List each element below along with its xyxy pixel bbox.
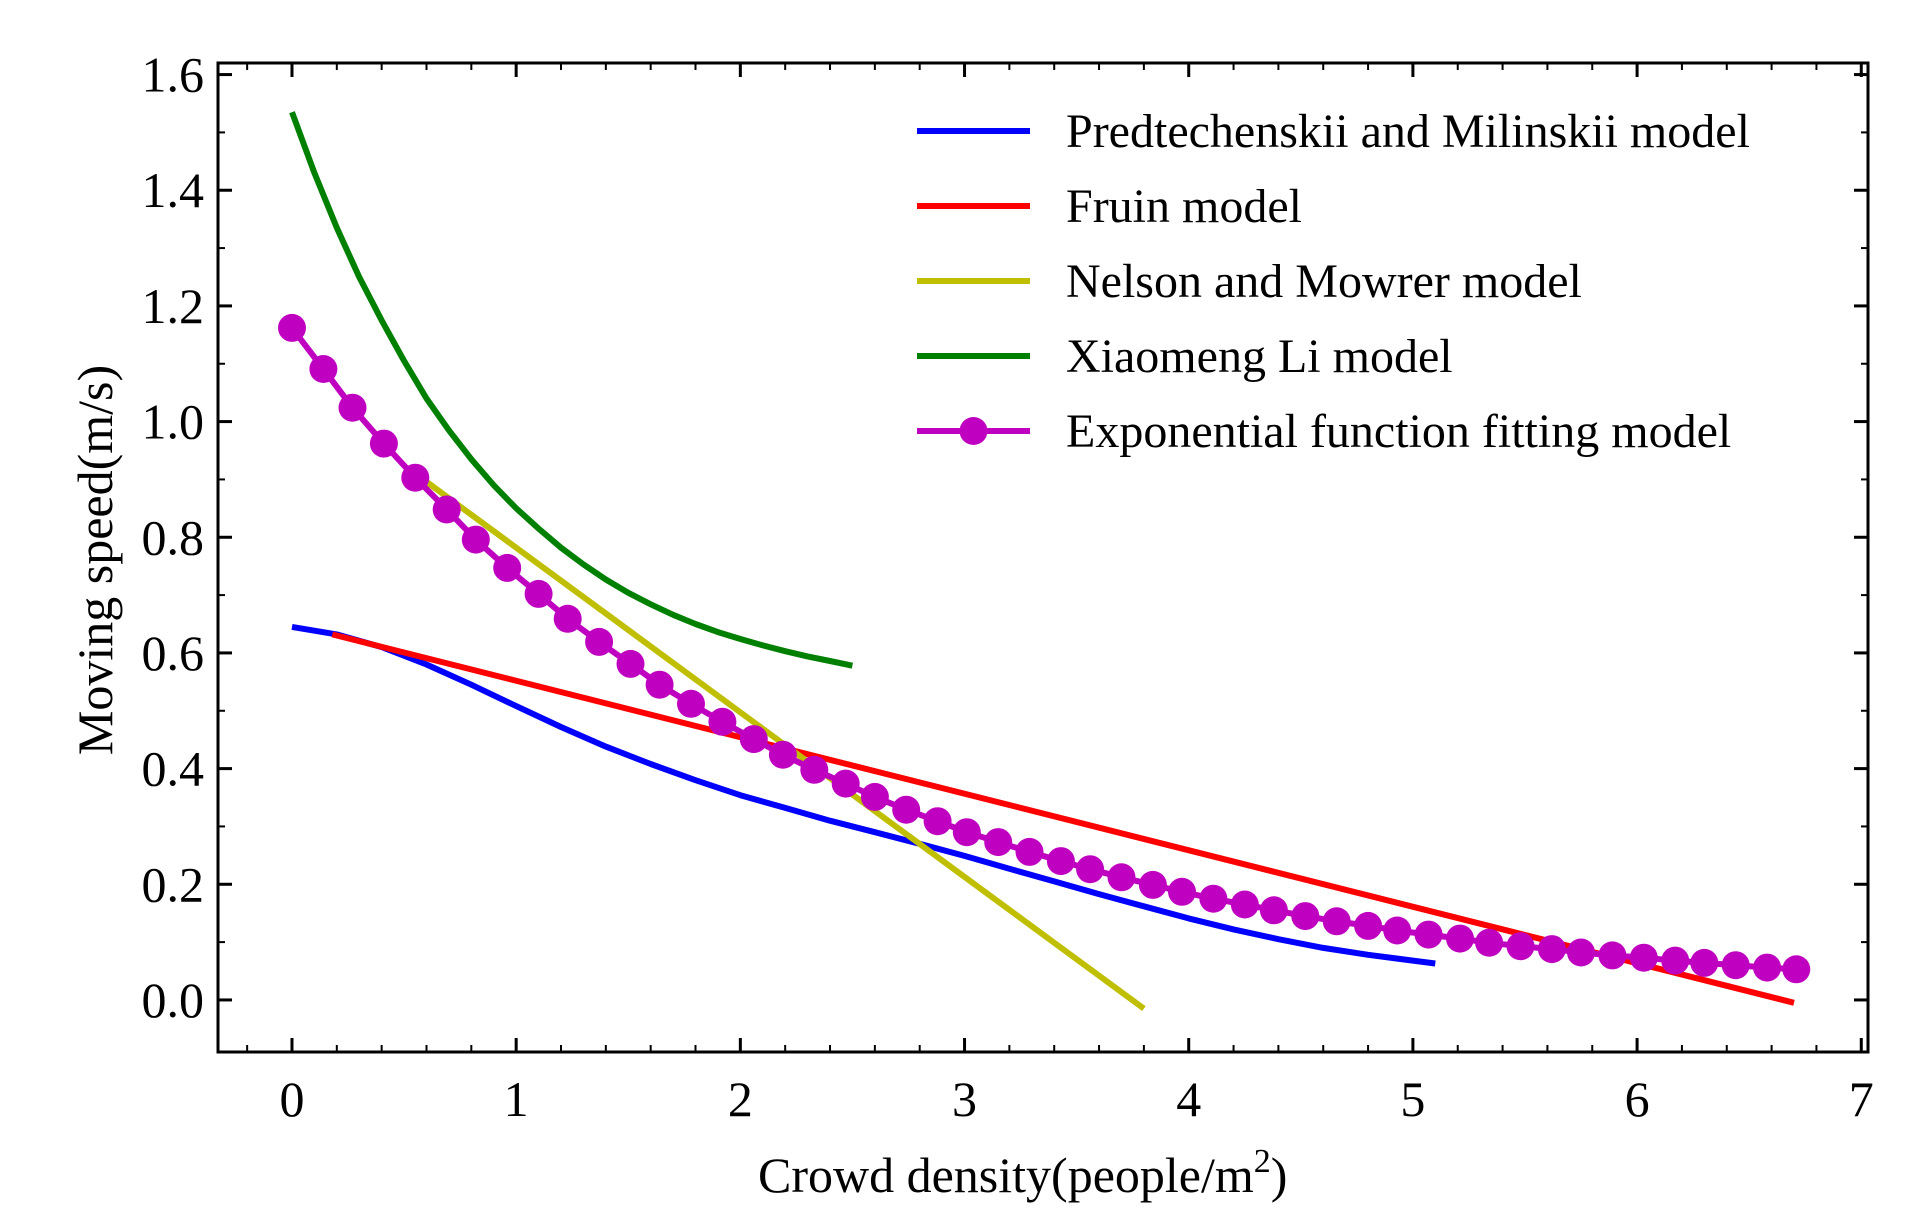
legend-label: Nelson and Mowrer model [1066,255,1582,308]
x-tick-label: 4 [1176,1071,1201,1127]
plot-frame [216,61,1870,1054]
data-point [1537,935,1566,964]
series-1 [291,623,1436,967]
y-tick-label: 0.8 [142,509,205,565]
legend-entry-3: Nelson and Mowrer model [917,255,1582,308]
y-tick-label: 0.0 [142,972,205,1028]
x-axis-title: Crowd density(people/m2) [758,1143,1287,1203]
data-point [1230,890,1259,919]
data-point [800,755,829,784]
data-point [1291,902,1320,931]
y-tick-label: 0.4 [142,741,205,797]
data-point [369,429,398,458]
legend-marker [959,417,988,445]
axes-layer [216,61,1870,1054]
data-point [278,313,306,342]
legend: Predtechenskii and Milinskii model Fruin … [917,105,1750,458]
data-point [1138,870,1167,899]
series-5 [278,313,1811,984]
x-tick-label: 1 [504,1071,529,1127]
legend-label: Fruin model [1066,180,1302,233]
data-point [768,740,797,769]
legend-label: Exponential function fitting model [1066,405,1731,458]
data-point [1076,855,1105,884]
data-point [892,795,921,824]
data-point [1046,847,1075,876]
data-point [1168,877,1196,906]
data-point [585,627,614,656]
series-layer [278,111,1811,1012]
data-point [1383,916,1412,945]
series-line-4 [289,111,854,669]
data-point [401,463,430,492]
series-4 [289,111,854,669]
data-point [1506,932,1535,961]
data-point [1259,896,1288,925]
data-point [984,828,1013,857]
y-tick-label: 1.0 [142,394,205,450]
data-point [739,725,768,754]
data-point [1015,837,1044,866]
x-tick-label: 5 [1400,1071,1425,1127]
legend-label: Xiaomeng Li model [1066,330,1453,383]
legend-entry-1: Predtechenskii and Milinskii model [917,105,1750,158]
data-point [677,689,705,718]
data-point [309,355,338,383]
series-line-1 [291,623,1436,967]
data-point [524,579,553,608]
y-tick-label: 0.6 [142,625,205,681]
legend-entry-4: Xiaomeng Li model [917,330,1453,383]
legend-label: Predtechenskii and Milinskii model [1066,105,1750,158]
y-tick-label: 1.4 [142,162,205,218]
legend-entry-5: Exponential function fitting model [917,405,1731,458]
y-tick-label: 1.2 [142,278,205,334]
data-point [708,707,737,736]
data-point [493,553,522,582]
data-point [616,649,645,678]
data-point [1782,955,1811,984]
y-tick-label: 0.2 [142,856,205,912]
data-point [1690,948,1719,977]
x-tick-label: 2 [728,1071,753,1127]
data-point [1753,953,1782,982]
data-point [553,604,582,633]
data-point [1199,884,1228,913]
data-point [1661,946,1690,975]
data-point [1354,911,1383,940]
data-point [1322,907,1351,936]
data-point [1721,951,1750,980]
data-point [1567,938,1595,967]
data-point [338,393,367,422]
data-point [860,782,889,811]
x-tick-label: 6 [1625,1071,1650,1127]
data-point [1446,924,1474,953]
data-point [1107,863,1136,892]
data-point [1629,943,1658,972]
data-point [461,525,490,554]
x-tick-label: 0 [279,1071,304,1127]
data-point [831,769,860,798]
data-point [645,670,674,699]
data-point [1475,928,1504,957]
y-tick-label: 1.6 [142,47,205,103]
data-point [952,818,981,847]
x-tick-label: 7 [1849,1071,1874,1127]
data-point [923,807,952,836]
ticks-layer: 0 1 2 3 4 5 6 7 0.0 0.2 0.4 0.6 0.8 1.0 1.2 1.4 1.6 [142,47,1874,1127]
data-point [432,495,461,524]
data-point [1598,941,1627,970]
legend-entry-2: Fruin model [917,180,1302,233]
data-point [1414,920,1443,949]
x-tick-label: 3 [952,1071,977,1127]
y-axis-title: Moving speed(m/s) [67,365,123,755]
